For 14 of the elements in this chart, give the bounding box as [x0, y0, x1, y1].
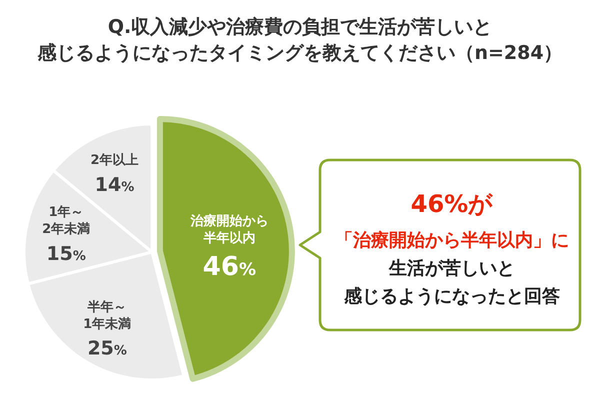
slice-label: 治療開始から半年以内: [189, 213, 270, 248]
text: 「治療開始から半年以内」に: [335, 230, 569, 251]
data-label: 25%: [87, 338, 127, 360]
data-label: 15%: [46, 242, 86, 265]
data-label: 14%: [94, 174, 134, 196]
slice-label: 半年～ 1年未満: [82, 298, 132, 333]
text: 46%が: [410, 190, 494, 218]
chart-title: Q.収入減少や治療費の負担で生活が苦しいと: [108, 16, 492, 38]
text: 感じるようになったと回答: [343, 286, 560, 307]
data-label: 46%: [202, 252, 256, 282]
text: 生活が苦しいと: [388, 258, 515, 279]
slice-label: 2年以上: [90, 152, 140, 169]
chart-subtitle: 感じるようになったタイミングを教えてください（n=284）: [36, 42, 563, 64]
slice-label: 1年～ 2年未満: [41, 204, 92, 238]
